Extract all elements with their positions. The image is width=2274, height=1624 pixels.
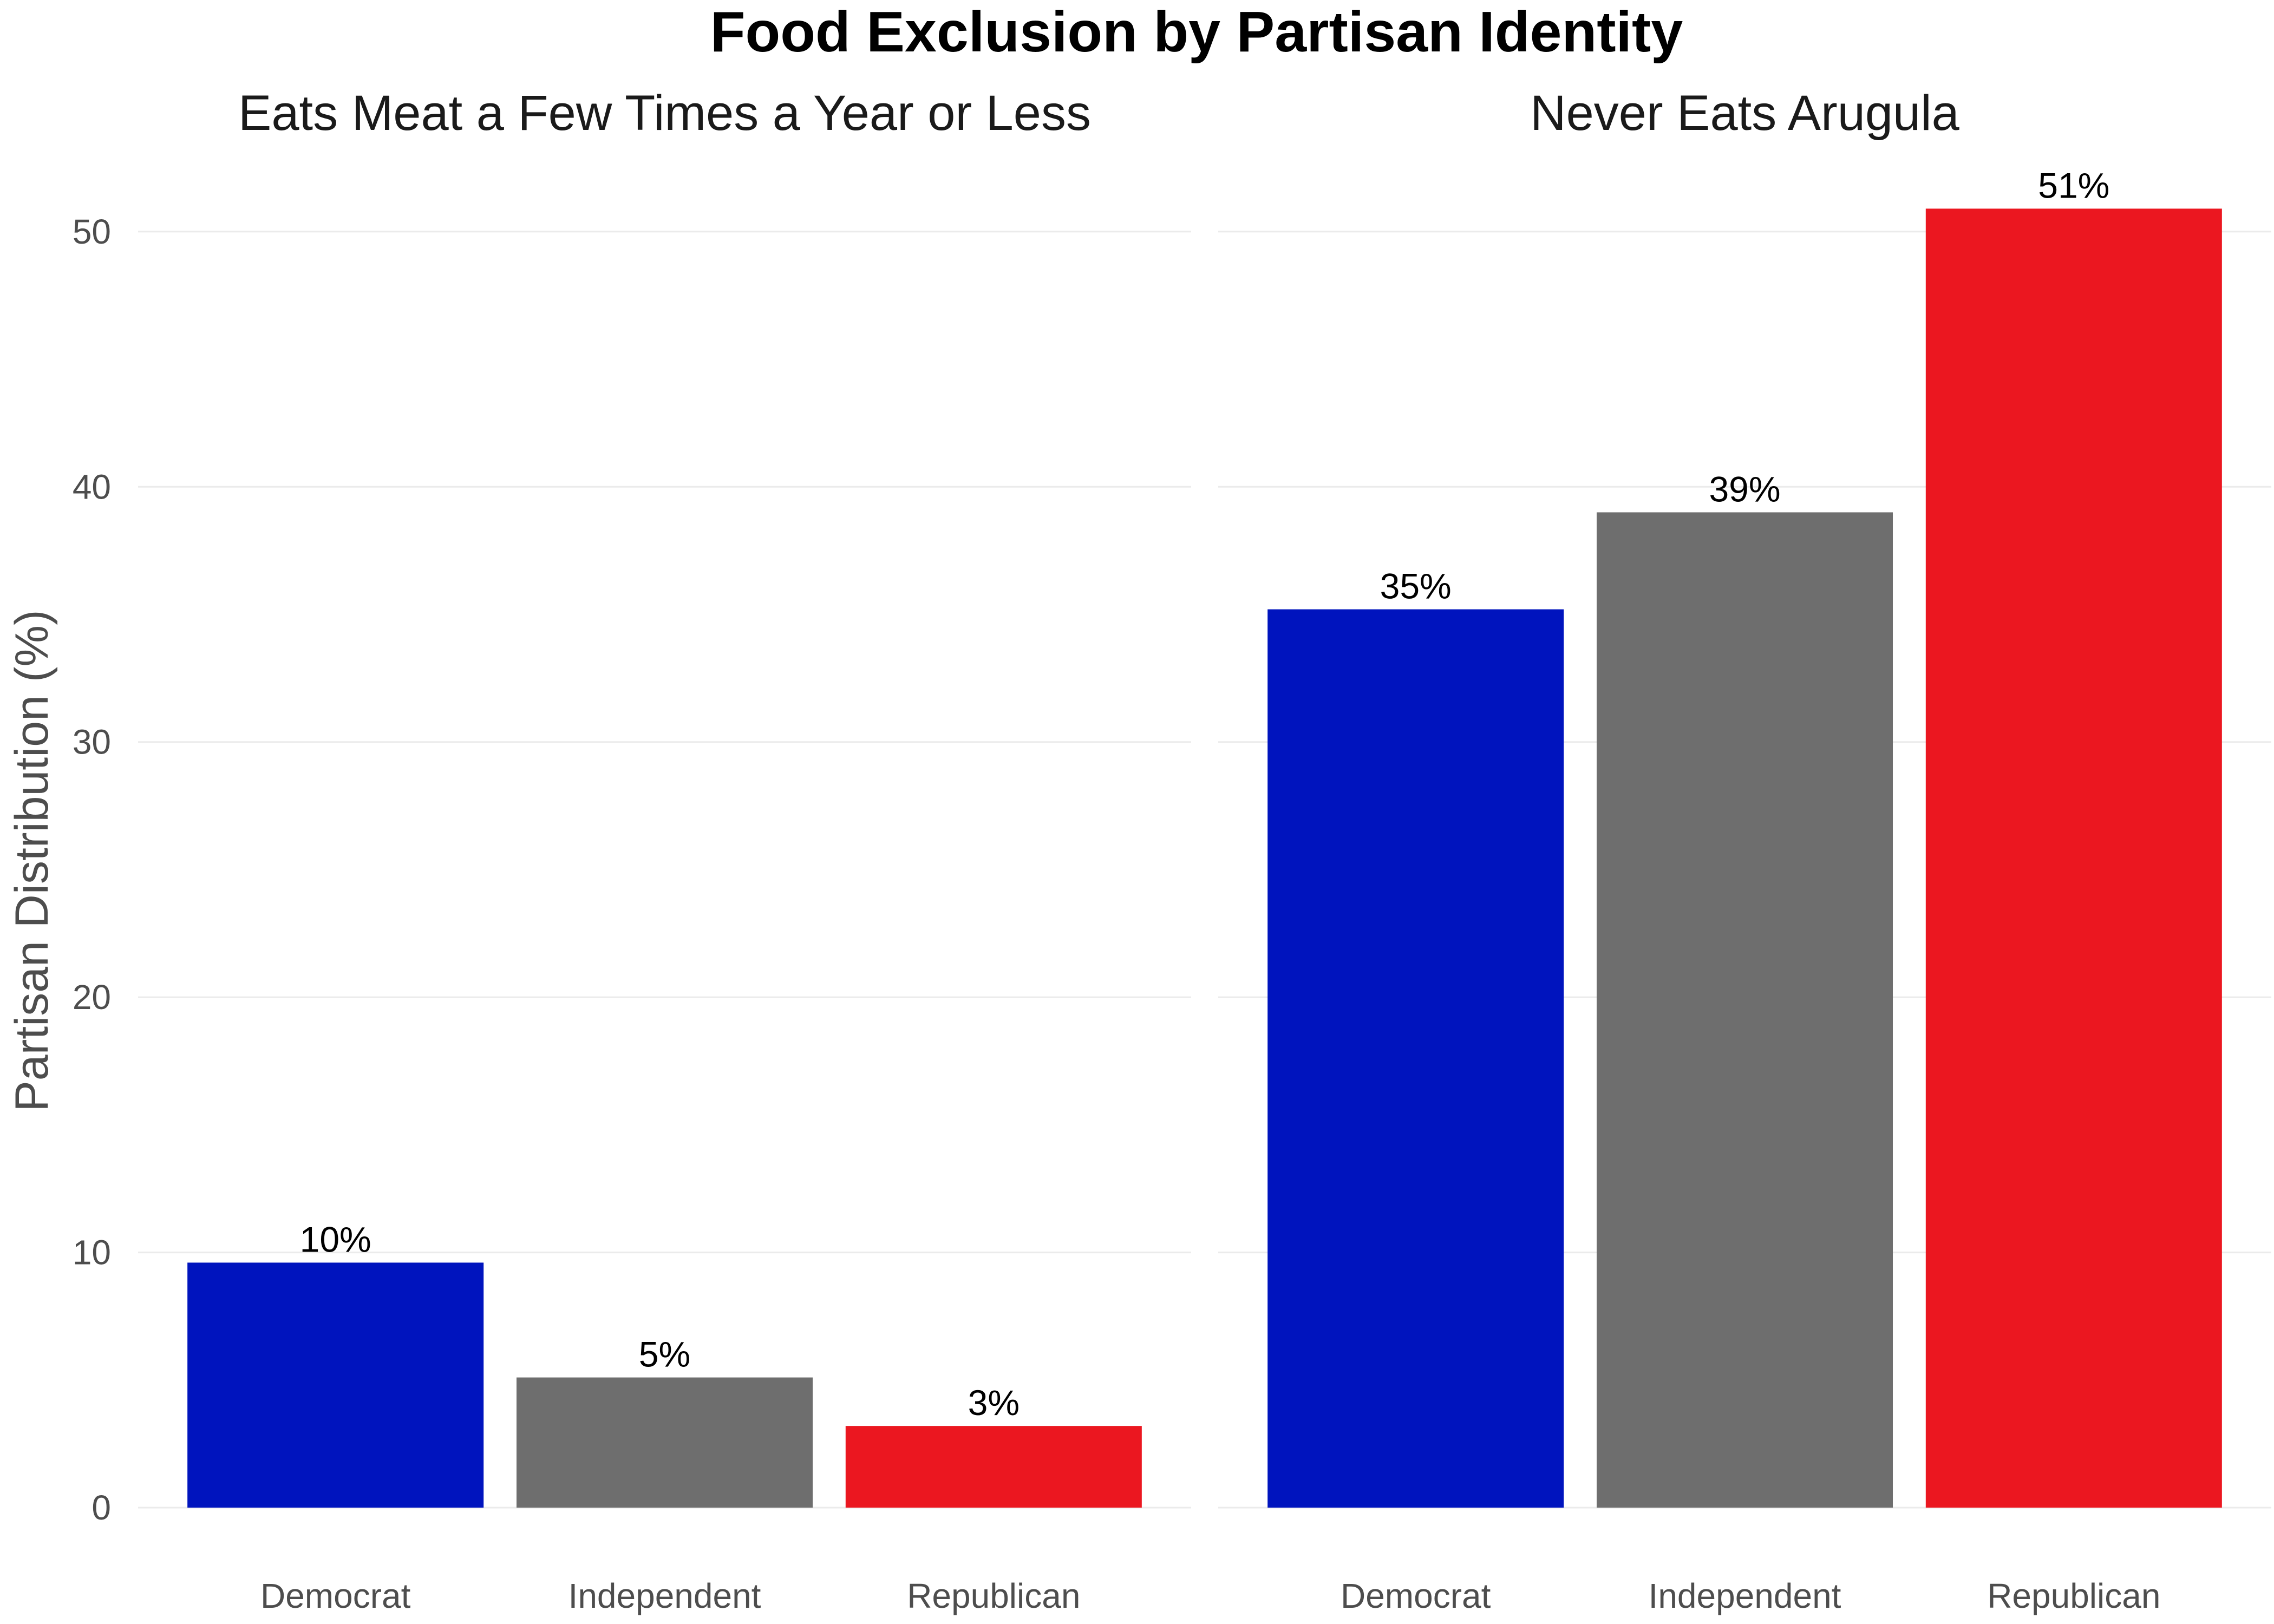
panels: Eats Meat a Few Times a Year or Less 10% D… — [138, 86, 2271, 1615]
x-tick-label: Republican — [907, 1576, 1080, 1615]
bar-democrat — [187, 1262, 484, 1508]
y-tick-label: 30 — [73, 723, 111, 762]
y-axis-label: Partisan Distribution (%) — [6, 610, 58, 1111]
chart-title: Food Exclusion by Partisan Identity — [710, 0, 1683, 64]
data-label: 10% — [300, 1219, 371, 1259]
bar-republican — [1925, 208, 2222, 1508]
data-label: 51% — [2038, 165, 2109, 205]
x-tick-label: Democrat — [260, 1576, 411, 1615]
data-label: 5% — [639, 1334, 690, 1374]
y-tick-label: 0 — [92, 1488, 111, 1527]
x-tick-label: Republican — [1987, 1576, 2160, 1615]
bar-republican — [845, 1426, 1142, 1508]
y-axis-ticks: 0 10 20 30 40 50 — [73, 212, 111, 1527]
panel-title: Eats Meat a Few Times a Year or Less — [238, 86, 1091, 141]
x-tick-label: Democrat — [1341, 1576, 1491, 1615]
panel-title: Never Eats Arugula — [1530, 86, 1959, 141]
y-tick-label: 20 — [73, 978, 111, 1017]
y-tick-label: 50 — [73, 212, 111, 251]
bar-independent — [1596, 512, 1893, 1508]
x-tick-label: Independent — [1649, 1576, 1841, 1615]
y-tick-label: 10 — [73, 1233, 111, 1272]
panel-2: Never Eats Arugula 35% Democrat 39% Independ… — [1218, 86, 2271, 1615]
x-tick-label: Independent — [568, 1576, 761, 1615]
bar-independent — [516, 1377, 813, 1508]
y-tick-label: 40 — [73, 467, 111, 506]
panel-1: Eats Meat a Few Times a Year or Less 10% D… — [138, 86, 1191, 1615]
bar-democrat — [1267, 609, 1564, 1508]
data-label: 3% — [968, 1383, 1020, 1423]
data-label: 35% — [1380, 566, 1452, 606]
data-label: 39% — [1709, 469, 1780, 509]
